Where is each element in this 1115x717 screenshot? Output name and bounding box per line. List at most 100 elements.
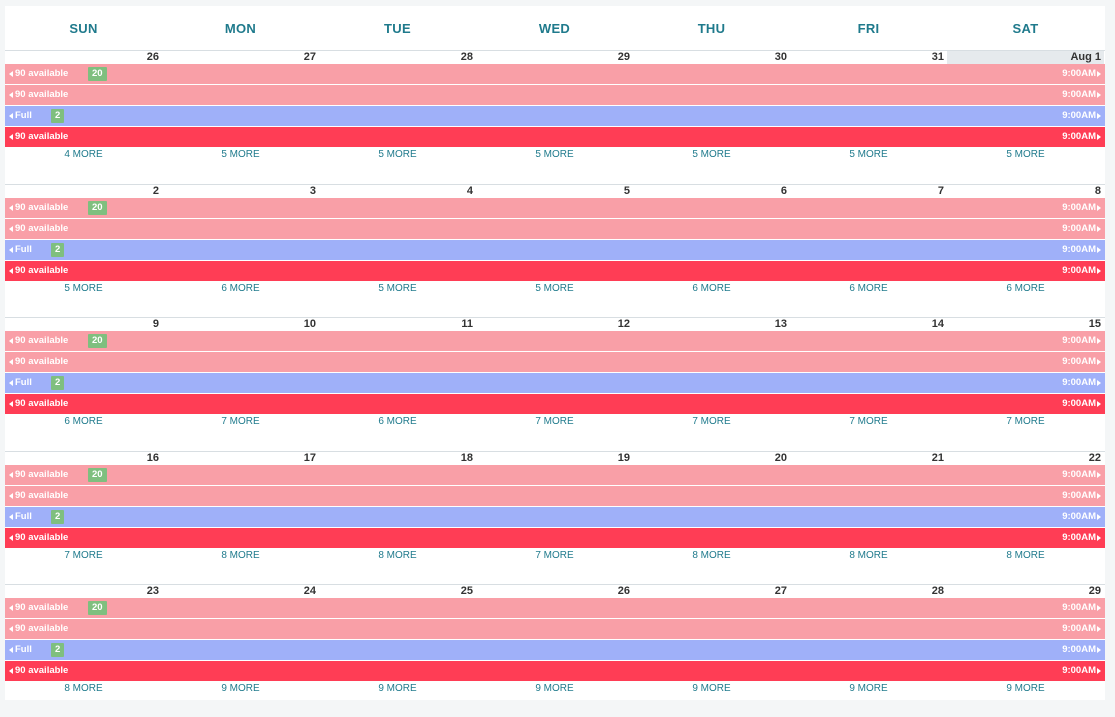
event-bar[interactable]: Full 2 9:00AM — [5, 240, 1105, 260]
more-link[interactable]: 7 MORE — [692, 416, 731, 427]
day-number[interactable]: 3 — [309, 185, 316, 197]
more-link[interactable]: 5 MORE — [378, 283, 417, 294]
event-end: 9:00AM — [1062, 598, 1101, 618]
more-link[interactable]: 9 MORE — [221, 683, 260, 694]
event-start: 90 available — [9, 619, 68, 639]
more-link[interactable]: 8 MORE — [692, 550, 731, 561]
day-number[interactable]: 25 — [460, 585, 473, 597]
day-number[interactable]: 17 — [303, 452, 316, 464]
event-bar[interactable]: Full 2 9:00AM — [5, 106, 1105, 126]
event-bar[interactable]: 90 available 9:00AM — [5, 661, 1105, 681]
day-number[interactable]: 6 — [780, 185, 787, 197]
event-bar[interactable]: Full 2 9:00AM — [5, 640, 1105, 660]
week-row: 16 17 18 19 20 21 22 90 available 20 9:00AM 90 ava… — [5, 451, 1105, 584]
day-number[interactable]: 5 — [623, 185, 630, 197]
more-link[interactable]: 6 MORE — [221, 283, 260, 294]
day-number[interactable]: 27 — [774, 585, 787, 597]
event-bar[interactable]: 90 available 9:00AM — [5, 352, 1105, 372]
event-bar[interactable]: 90 available 9:00AM — [5, 261, 1105, 281]
day-number[interactable]: 19 — [617, 452, 630, 464]
event-time: 9:00AM — [1062, 131, 1096, 142]
continues-right-icon — [1097, 92, 1101, 98]
event-bar[interactable]: 90 available 9:00AM — [5, 486, 1105, 506]
event-bar[interactable]: Full 2 9:00AM — [5, 507, 1105, 527]
day-number[interactable]: 9 — [152, 318, 159, 330]
event-bar[interactable]: 90 available 9:00AM — [5, 619, 1105, 639]
more-link[interactable]: 7 MORE — [221, 416, 260, 427]
more-link[interactable]: 7 MORE — [64, 550, 103, 561]
more-link[interactable]: 9 MORE — [692, 683, 731, 694]
more-link[interactable]: 5 MORE — [378, 149, 417, 160]
more-link[interactable]: 7 MORE — [849, 416, 888, 427]
day-number[interactable]: 4 — [466, 185, 473, 197]
event-bar[interactable]: 90 available 9:00AM — [5, 394, 1105, 414]
event-bar[interactable]: 90 available 9:00AM — [5, 85, 1105, 105]
more-link[interactable]: 9 MORE — [378, 683, 417, 694]
day-number[interactable]: 8 — [1094, 185, 1101, 197]
event-time: 9:00AM — [1062, 244, 1096, 255]
more-link[interactable]: 5 MORE — [221, 149, 260, 160]
more-link[interactable]: 8 MORE — [378, 550, 417, 561]
day-number[interactable]: 2 — [152, 185, 159, 197]
event-bar[interactable]: 90 available 9:00AM — [5, 528, 1105, 548]
day-number[interactable]: 22 — [1088, 452, 1101, 464]
event-label: 90 available — [15, 469, 69, 480]
day-number[interactable]: 29 — [617, 51, 630, 63]
day-number[interactable]: 11 — [461, 318, 473, 330]
day-number[interactable]: 24 — [303, 585, 316, 597]
day-number[interactable]: 14 — [931, 318, 944, 330]
day-number[interactable]: 26 — [146, 51, 159, 63]
day-number[interactable]: 20 — [774, 452, 787, 464]
day-number[interactable]: 16 — [146, 452, 159, 464]
more-link[interactable]: 8 MORE — [1006, 550, 1045, 561]
more-link[interactable]: 5 MORE — [692, 149, 731, 160]
event-bar[interactable]: 90 available 20 9:00AM — [5, 64, 1105, 84]
event-bar[interactable]: 90 available 20 9:00AM — [5, 198, 1105, 218]
more-link[interactable]: 5 MORE — [849, 149, 888, 160]
more-link[interactable]: 6 MORE — [378, 416, 417, 427]
day-number[interactable]: 26 — [617, 585, 630, 597]
event-bar[interactable]: 90 available 20 9:00AM — [5, 465, 1105, 485]
more-link[interactable]: 4 MORE — [64, 149, 103, 160]
event-bar[interactable]: 90 available 20 9:00AM — [5, 598, 1105, 618]
more-link[interactable]: 9 MORE — [535, 683, 574, 694]
event-bar[interactable]: 90 available 9:00AM — [5, 219, 1105, 239]
day-number[interactable]: 12 — [617, 318, 630, 330]
day-number[interactable]: 27 — [303, 51, 316, 63]
day-number[interactable]: 28 — [931, 585, 944, 597]
day-number[interactable]: 15 — [1088, 318, 1101, 330]
more-link[interactable]: 5 MORE — [535, 283, 574, 294]
event-bar[interactable]: 90 available 9:00AM — [5, 127, 1105, 147]
day-number-row: 16 17 18 19 20 21 22 — [5, 451, 1105, 465]
more-link[interactable]: 8 MORE — [849, 550, 888, 561]
continues-left-icon — [9, 493, 13, 499]
more-link[interactable]: 8 MORE — [64, 683, 103, 694]
day-number[interactable]: 21 — [931, 452, 944, 464]
more-link[interactable]: 6 MORE — [849, 283, 888, 294]
more-link[interactable]: 5 MORE — [535, 149, 574, 160]
continues-right-icon — [1097, 647, 1101, 653]
more-link[interactable]: 5 MORE — [1006, 149, 1045, 160]
event-bar[interactable]: 90 available 20 9:00AM — [5, 331, 1105, 351]
more-link[interactable]: 6 MORE — [692, 283, 731, 294]
day-number[interactable]: Aug 1 — [947, 51, 1104, 64]
more-link[interactable]: 9 MORE — [849, 683, 888, 694]
event-bar[interactable]: Full 2 9:00AM — [5, 373, 1105, 393]
more-link[interactable]: 6 MORE — [64, 416, 103, 427]
more-link[interactable]: 8 MORE — [221, 550, 260, 561]
more-link[interactable]: 7 MORE — [535, 550, 574, 561]
day-number[interactable]: 10 — [303, 318, 316, 330]
more-link[interactable]: 7 MORE — [535, 416, 574, 427]
day-number[interactable]: 28 — [460, 51, 473, 63]
day-number[interactable]: 7 — [937, 185, 944, 197]
day-number[interactable]: 18 — [460, 452, 473, 464]
more-link[interactable]: 6 MORE — [1006, 283, 1045, 294]
more-link[interactable]: 9 MORE — [1006, 683, 1045, 694]
day-number[interactable]: 30 — [774, 51, 787, 63]
more-link[interactable]: 7 MORE — [1006, 416, 1045, 427]
day-number[interactable]: 23 — [146, 585, 159, 597]
day-number[interactable]: 29 — [1088, 585, 1101, 597]
more-link[interactable]: 5 MORE — [64, 283, 103, 294]
day-number[interactable]: 31 — [931, 51, 944, 63]
day-number[interactable]: 13 — [774, 318, 787, 330]
